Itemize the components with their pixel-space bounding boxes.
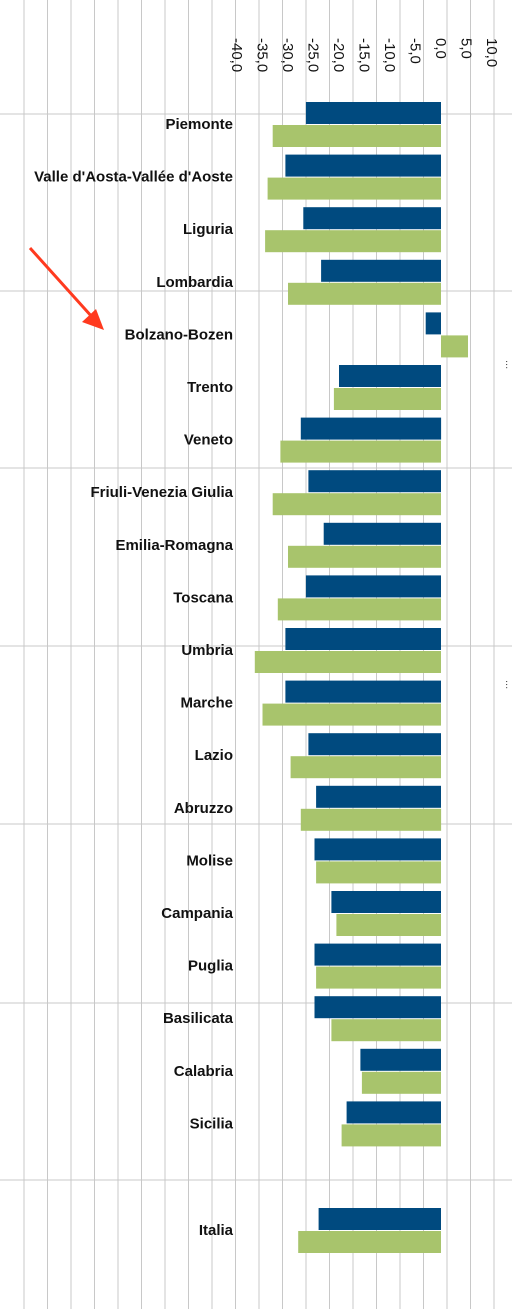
bar-series-1 xyxy=(314,996,441,1019)
bar-series-1 xyxy=(285,680,441,703)
category-label: Campania xyxy=(161,905,233,922)
bar-series-2 xyxy=(280,440,441,463)
bar-series-2 xyxy=(341,1124,441,1147)
bar-series-1 xyxy=(303,207,441,230)
axis-tick-label: 10,0 xyxy=(483,38,500,67)
bar-series-2 xyxy=(262,703,441,726)
category-label: Sicilia xyxy=(190,1115,234,1132)
bar-series-1 xyxy=(314,943,441,966)
bar-series-1 xyxy=(318,1208,441,1230)
side-text-bottom: ... xyxy=(503,680,512,689)
bar-series-1 xyxy=(285,628,441,650)
bar-series-1 xyxy=(308,470,441,493)
bar-series-2 xyxy=(290,756,441,779)
category-label: Abruzzo xyxy=(174,800,233,817)
bar-series-1 xyxy=(308,733,441,756)
annotation-arrow-head xyxy=(82,309,104,330)
bar-series-2 xyxy=(267,177,441,200)
side-text-area: ... ... xyxy=(503,360,512,689)
bar-series-2 xyxy=(331,1019,441,1042)
axis-tick-label: -25,0 xyxy=(305,38,322,72)
annotation-arrow xyxy=(28,246,104,330)
bar-series-1 xyxy=(300,417,442,440)
category-label: Marche xyxy=(180,695,233,712)
bar-series-1 xyxy=(425,312,441,335)
bar-series-2 xyxy=(272,125,441,147)
bar-series-2 xyxy=(272,493,441,516)
bar-series-1 xyxy=(285,154,441,177)
bar-series-2 xyxy=(333,388,441,410)
axis-tick-labels: -40,0 -35,0 -30,0 -25,0 -20,0 -15,0 -10,0 -5,0 0… xyxy=(228,38,500,72)
category-label: Valle d'Aosta-Vallée d'Aoste xyxy=(34,169,233,186)
bar-series-2 xyxy=(316,966,441,989)
axis-tick-label: -35,0 xyxy=(254,38,271,72)
bar-series-2 xyxy=(441,335,468,358)
category-label: Friuli-Venezia Giulia xyxy=(90,484,233,501)
category-label: Molise xyxy=(186,852,233,869)
bar-series-1 xyxy=(346,1101,441,1124)
bar-series-2 xyxy=(265,230,441,253)
axis-tick-label: 0,0 xyxy=(432,38,449,59)
axis-tick-label: -10,0 xyxy=(381,38,398,72)
category-label: Trento xyxy=(187,379,233,396)
category-labels: Piemonte Valle d'Aosta-Vallée d'Aoste Ligu… xyxy=(34,116,234,1239)
category-label: Bolzano-Bozen xyxy=(125,326,233,343)
axis-tick-label: -40,0 xyxy=(228,38,245,72)
axis-tick-label: -15,0 xyxy=(356,38,373,72)
category-label: Calabria xyxy=(174,1063,234,1080)
bar-series-1 xyxy=(360,1048,441,1071)
bar-series-2 xyxy=(336,914,441,936)
bar-series-1 xyxy=(321,259,441,282)
category-label: Italia xyxy=(199,1222,234,1239)
category-label: Emilia-Romagna xyxy=(115,537,233,554)
category-label: Basilicata xyxy=(163,1010,234,1027)
category-label: Piemonte xyxy=(165,116,233,133)
axis-tick-label: 5,0 xyxy=(458,38,475,59)
category-label: Puglia xyxy=(188,958,234,975)
bar-series-2 xyxy=(277,598,441,621)
bar-series-1 xyxy=(305,102,441,124)
bar-series-1 xyxy=(314,838,441,861)
bar-series-2 xyxy=(288,545,441,568)
category-label: Lombardia xyxy=(156,274,233,291)
axis-tick-label: -5,0 xyxy=(407,38,424,64)
bar-series-1 xyxy=(339,365,441,387)
bar-series-1 xyxy=(323,522,441,545)
bar-series-2 xyxy=(316,861,441,884)
category-label: Veneto xyxy=(184,432,233,449)
bar-series-1 xyxy=(305,575,441,598)
side-text-top: ... xyxy=(503,360,512,369)
bar-series-2 xyxy=(288,282,441,305)
annotation-arrow-shaft xyxy=(28,246,95,320)
bar-series-2 xyxy=(361,1071,441,1094)
bar-series-2 xyxy=(300,808,442,831)
category-label: Lazio xyxy=(195,747,233,764)
bar-series-2 xyxy=(254,651,441,673)
axis-tick-label: -30,0 xyxy=(279,38,296,72)
category-label: Umbria xyxy=(181,642,233,659)
axis-tick-label: -20,0 xyxy=(330,38,347,72)
category-label: Toscana xyxy=(173,589,233,606)
bar-series-1 xyxy=(316,785,441,808)
category-label: Liguria xyxy=(183,221,234,238)
bars xyxy=(254,102,468,1253)
bar-series-2 xyxy=(298,1231,441,1253)
bar-series-1 xyxy=(331,891,441,913)
